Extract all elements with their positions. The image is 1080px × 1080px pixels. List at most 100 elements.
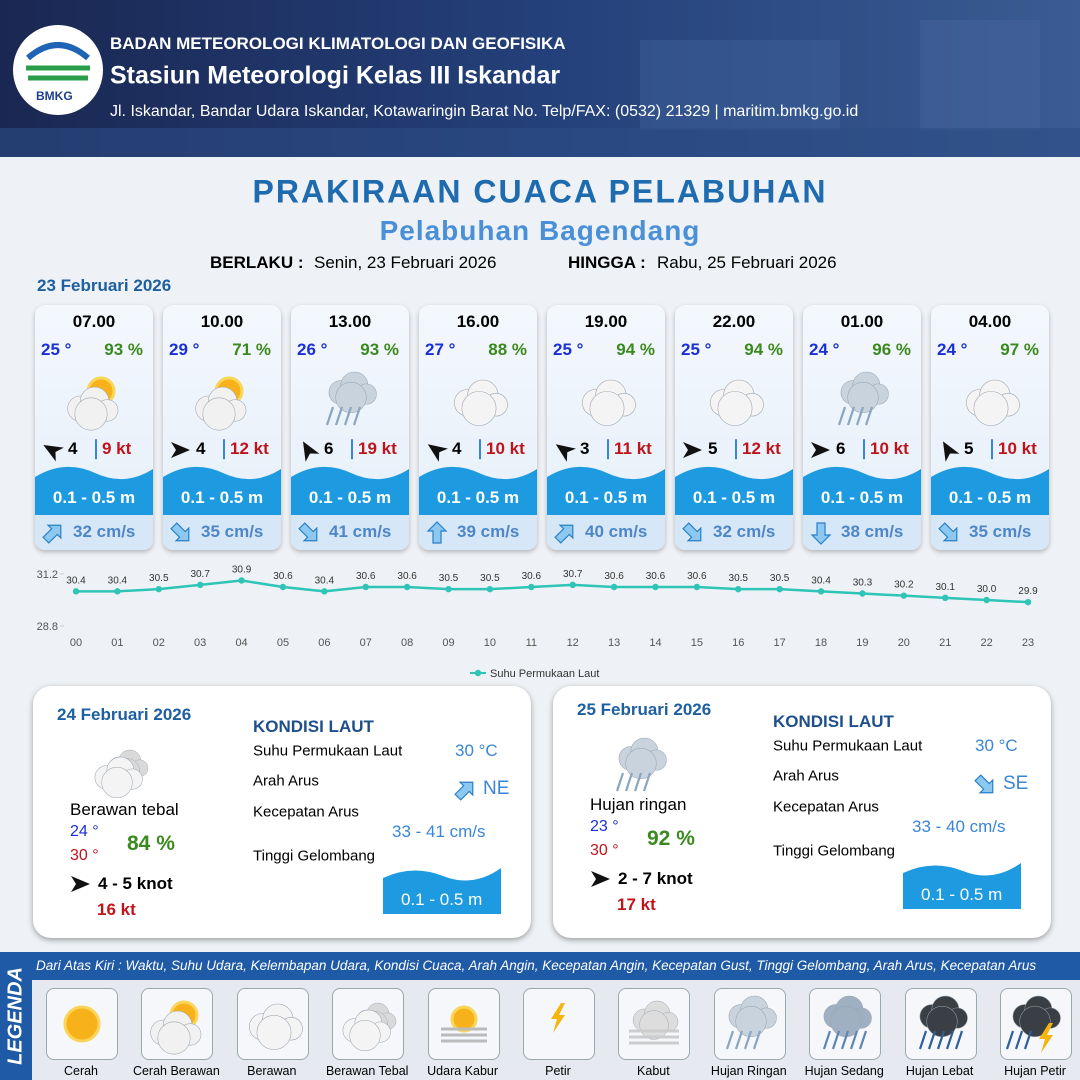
point <box>859 590 866 597</box>
wind-arrow <box>427 444 448 462</box>
current-arrow <box>426 521 448 544</box>
gust: 16 kt <box>97 900 136 920</box>
forecast-card: 22.00 25 ° 94 % 5 12 kt 0.1 - 0.5 m 32 cm/s <box>675 305 793 550</box>
current-arrow <box>454 781 474 801</box>
forecast-card: 04.00 24 ° 97 % 5 10 kt 0.1 - 0.5 m 35 cm/s <box>931 305 1049 550</box>
legend-dot <box>474 669 482 677</box>
x-tick-label: 19 <box>856 637 868 649</box>
gust: 10 kt <box>479 439 525 459</box>
rain-drop <box>1023 1030 1033 1050</box>
cloud <box>195 386 247 431</box>
gust: 12 kt <box>735 439 781 459</box>
y-tick-label: 31.2 <box>37 569 58 581</box>
wind-arrow-shape <box>71 876 90 892</box>
point <box>1024 598 1032 606</box>
cloud <box>150 1010 202 1055</box>
air-temp: 25 ° <box>681 340 712 360</box>
rain-drop <box>734 1030 743 1050</box>
air-temp: 27 ° <box>425 340 456 360</box>
legend-item-label: Kabut <box>637 1063 670 1078</box>
cloud-part <box>847 381 879 414</box>
point <box>321 588 328 595</box>
point <box>403 583 411 591</box>
x-tick-label: 17 <box>774 637 786 649</box>
wind-arrow-shape <box>43 445 64 462</box>
point <box>362 583 369 591</box>
wave-shape <box>675 466 793 515</box>
current-arrow-shape <box>938 522 958 542</box>
legend-strip <box>0 952 32 1080</box>
wave-shape <box>419 466 537 515</box>
wind-arrow-shape <box>943 441 960 462</box>
point <box>238 577 245 584</box>
wave: 0.1 - 0.5 m <box>820 488 904 508</box>
legend-icon-box <box>1000 988 1072 1060</box>
x-tick-label: 18 <box>815 637 827 649</box>
x-tick-label: 12 <box>567 637 579 649</box>
legend-icon-box <box>332 988 405 1060</box>
weather-icon <box>837 371 889 426</box>
data-label: 30.4 <box>315 575 335 586</box>
wave-bg <box>419 466 537 515</box>
x-tick-label: 14 <box>649 637 661 649</box>
legend-icon <box>63 1005 101 1043</box>
rain-drop <box>855 406 865 426</box>
cloud-part <box>349 1019 381 1052</box>
cloud <box>618 737 667 780</box>
wave: 0.1 - 0.5 m <box>948 488 1032 508</box>
legend-icon-box <box>904 988 977 1060</box>
line <box>76 579 1029 604</box>
data-label: 30.2 <box>894 580 914 591</box>
wave: 0.1 - 0.5 m <box>308 488 392 508</box>
cloud <box>328 371 377 414</box>
cloud-part <box>1019 1005 1051 1038</box>
weather-icon <box>582 379 636 426</box>
wind-speed: 6 <box>836 439 846 459</box>
date: 24 Februari 2026 <box>57 705 192 725</box>
cloud <box>1012 995 1061 1038</box>
cloud-part <box>625 747 657 780</box>
cloud-part <box>717 391 753 426</box>
cloud <box>582 379 636 426</box>
rain-drop <box>325 406 335 426</box>
y-tick-label: 28.8 <box>37 621 58 633</box>
time: 07.00 <box>72 312 116 332</box>
point <box>445 585 452 593</box>
wave: 0.1 - 0.5 m <box>436 488 520 508</box>
legend-item-label: Cerah Berawan <box>132 1063 220 1078</box>
cloud <box>67 386 119 431</box>
air-temp: 24 ° <box>809 340 840 360</box>
legend-icon-box <box>618 988 691 1060</box>
legend-icon <box>551 1003 565 1033</box>
current-arrow <box>170 522 190 542</box>
current-arrow-shape <box>682 522 702 542</box>
time: 19.00 <box>584 312 628 332</box>
wind-speed: 4 <box>196 439 206 459</box>
legend-item-label: Hujan Sedang <box>804 1063 884 1078</box>
legend-icon <box>629 1000 680 1045</box>
data-label: 30.3 <box>853 578 873 589</box>
legend-icon-box <box>236 988 309 1060</box>
day-panel: 24 Februari 2026 Berawan tebal 24 ° 30 ° 84 … <box>33 686 531 938</box>
cloud-part <box>461 391 497 426</box>
heading: KONDISI LAUT <box>773 712 894 732</box>
data-label: 30.5 <box>439 573 459 584</box>
forecast-card: 10.00 29 ° 71 % 4 12 kt 0.1 - 0.5 m 35 cm/s <box>163 305 281 550</box>
rain-drop <box>624 772 634 792</box>
rain-drop <box>343 406 353 426</box>
legend-desc-bar <box>32 952 1080 980</box>
x-tick-label: 22 <box>980 637 992 649</box>
sst-chart: 28.8 31.2 00 01 02 03 04 05 06 07 08 09 10 11 12 13 14 15… <box>37 565 1039 681</box>
current-speed: 41 cm/s <box>329 522 392 542</box>
day1-date: 23 Februari 2026 <box>37 276 172 296</box>
wind-speed: 3 <box>580 439 590 459</box>
current-arrow <box>974 774 994 794</box>
gust: 10 kt <box>863 439 909 459</box>
data-label: 30.4 <box>108 575 128 586</box>
point <box>528 583 535 591</box>
wind-arrow <box>811 442 830 458</box>
rain-drop <box>334 406 344 426</box>
wind-arrow-shape <box>591 871 610 887</box>
wave-label: Tinggi Gelombang <box>773 842 896 860</box>
cloud <box>919 995 968 1038</box>
